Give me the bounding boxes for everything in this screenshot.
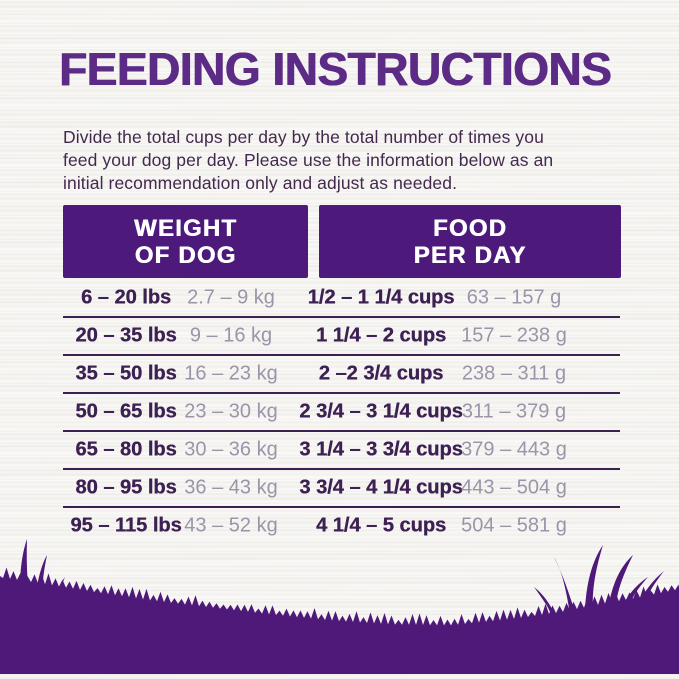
cell-cups: 2 3/4 – 3 1/4 cups: [299, 400, 463, 423]
grass-blade: [608, 555, 633, 609]
cell-cups: 3 3/4 – 4 1/4 cups: [299, 476, 463, 499]
table-row: 6 – 20 lbs 2.7 – 9 kg 1/2 – 1 1/4 cups 6…: [63, 280, 620, 318]
table-row: 20 – 35 lbs 9 – 16 kg 1 1/4 – 2 cups 157…: [63, 318, 620, 356]
cell-grams: 238 – 311 g: [461, 362, 567, 385]
weight-of-dog-header: WEIGHT OF DOG: [63, 205, 308, 278]
table-row: 35 – 50 lbs 16 – 23 kg 2 –2 3/4 cups 238…: [63, 356, 620, 394]
cell-cups: 1/2 – 1 1/4 cups: [307, 286, 455, 309]
cell-lbs: 95 – 115 lbs: [70, 514, 182, 537]
feeding-table: 6 – 20 lbs 2.7 – 9 kg 1/2 – 1 1/4 cups 6…: [63, 280, 620, 544]
cell-grams: 311 – 379 g: [461, 400, 567, 423]
header-line: PER DAY: [413, 241, 527, 269]
cell-cups: 1 1/4 – 2 cups: [315, 324, 447, 347]
cell-grams: 157 – 238 g: [461, 324, 567, 347]
cell-kg: 43 – 52 kg: [184, 514, 278, 537]
page-title: FEEDING INSTRUCTIONS: [59, 43, 612, 95]
cell-grams: 63 – 157 g: [466, 286, 562, 309]
table-row: 65 – 80 lbs 30 – 36 kg 3 1/4 – 3 3/4 cup…: [63, 432, 620, 470]
cell-kg: 36 – 43 kg: [184, 476, 278, 499]
cell-lbs: 6 – 20 lbs: [80, 286, 172, 309]
cell-lbs: 80 – 95 lbs: [75, 476, 177, 499]
grass-blade: [637, 571, 664, 607]
cell-lbs: 20 – 35 lbs: [75, 324, 177, 347]
cell-grams: 443 – 504 g: [461, 476, 567, 499]
grass-blade: [52, 603, 76, 629]
cell-kg: 30 – 36 kg: [184, 438, 278, 461]
table-row: 80 – 95 lbs 36 – 43 kg 3 3/4 – 4 1/4 cup…: [63, 470, 620, 508]
intro-line: Divide the total cups per day by the tot…: [63, 127, 544, 147]
intro-line: initial recommendation only and adjust a…: [63, 173, 458, 193]
grass-blade: [19, 539, 32, 619]
cell-kg: 2.7 – 9 kg: [187, 286, 275, 309]
cell-kg: 9 – 16 kg: [189, 324, 273, 347]
grass-blade: [585, 545, 603, 611]
cell-grams: 379 – 443 g: [461, 438, 567, 461]
food-per-day-header: FOOD PER DAY: [319, 205, 621, 278]
cell-kg: 23 – 30 kg: [184, 400, 278, 423]
cell-cups: 3 1/4 – 3 3/4 cups: [299, 438, 463, 461]
cell-cups: 4 1/4 – 5 cups: [315, 514, 447, 537]
grass-silhouette: [0, 539, 679, 674]
header-line: WEIGHT: [133, 214, 238, 242]
cell-grams: 504 – 581 g: [461, 514, 567, 537]
intro-line: feed your dog per day. Please use the in…: [63, 150, 554, 170]
grass-blade: [534, 587, 556, 618]
cell-lbs: 65 – 80 lbs: [75, 438, 177, 461]
header-line: FOOD: [432, 214, 508, 242]
cell-cups: 2 –2 3/4 cups: [318, 362, 444, 385]
grass-blade: [2, 589, 18, 622]
table-row: 50 – 65 lbs 23 – 30 kg 2 3/4 – 3 1/4 cup…: [63, 394, 620, 432]
cell-lbs: 35 – 50 lbs: [75, 362, 177, 385]
header-line: OF DOG: [134, 241, 237, 269]
grass-blade: [34, 555, 47, 622]
intro-text: Divide the total cups per day by the tot…: [63, 126, 553, 195]
grass-blade: [46, 577, 65, 626]
table-row: 95 – 115 lbs 43 – 52 kg 4 1/4 – 5 cups 5…: [63, 508, 620, 544]
cell-kg: 16 – 23 kg: [184, 362, 278, 385]
grass-blade: [554, 557, 576, 615]
cell-lbs: 50 – 65 lbs: [75, 400, 177, 423]
grass-blade: [622, 577, 648, 608]
